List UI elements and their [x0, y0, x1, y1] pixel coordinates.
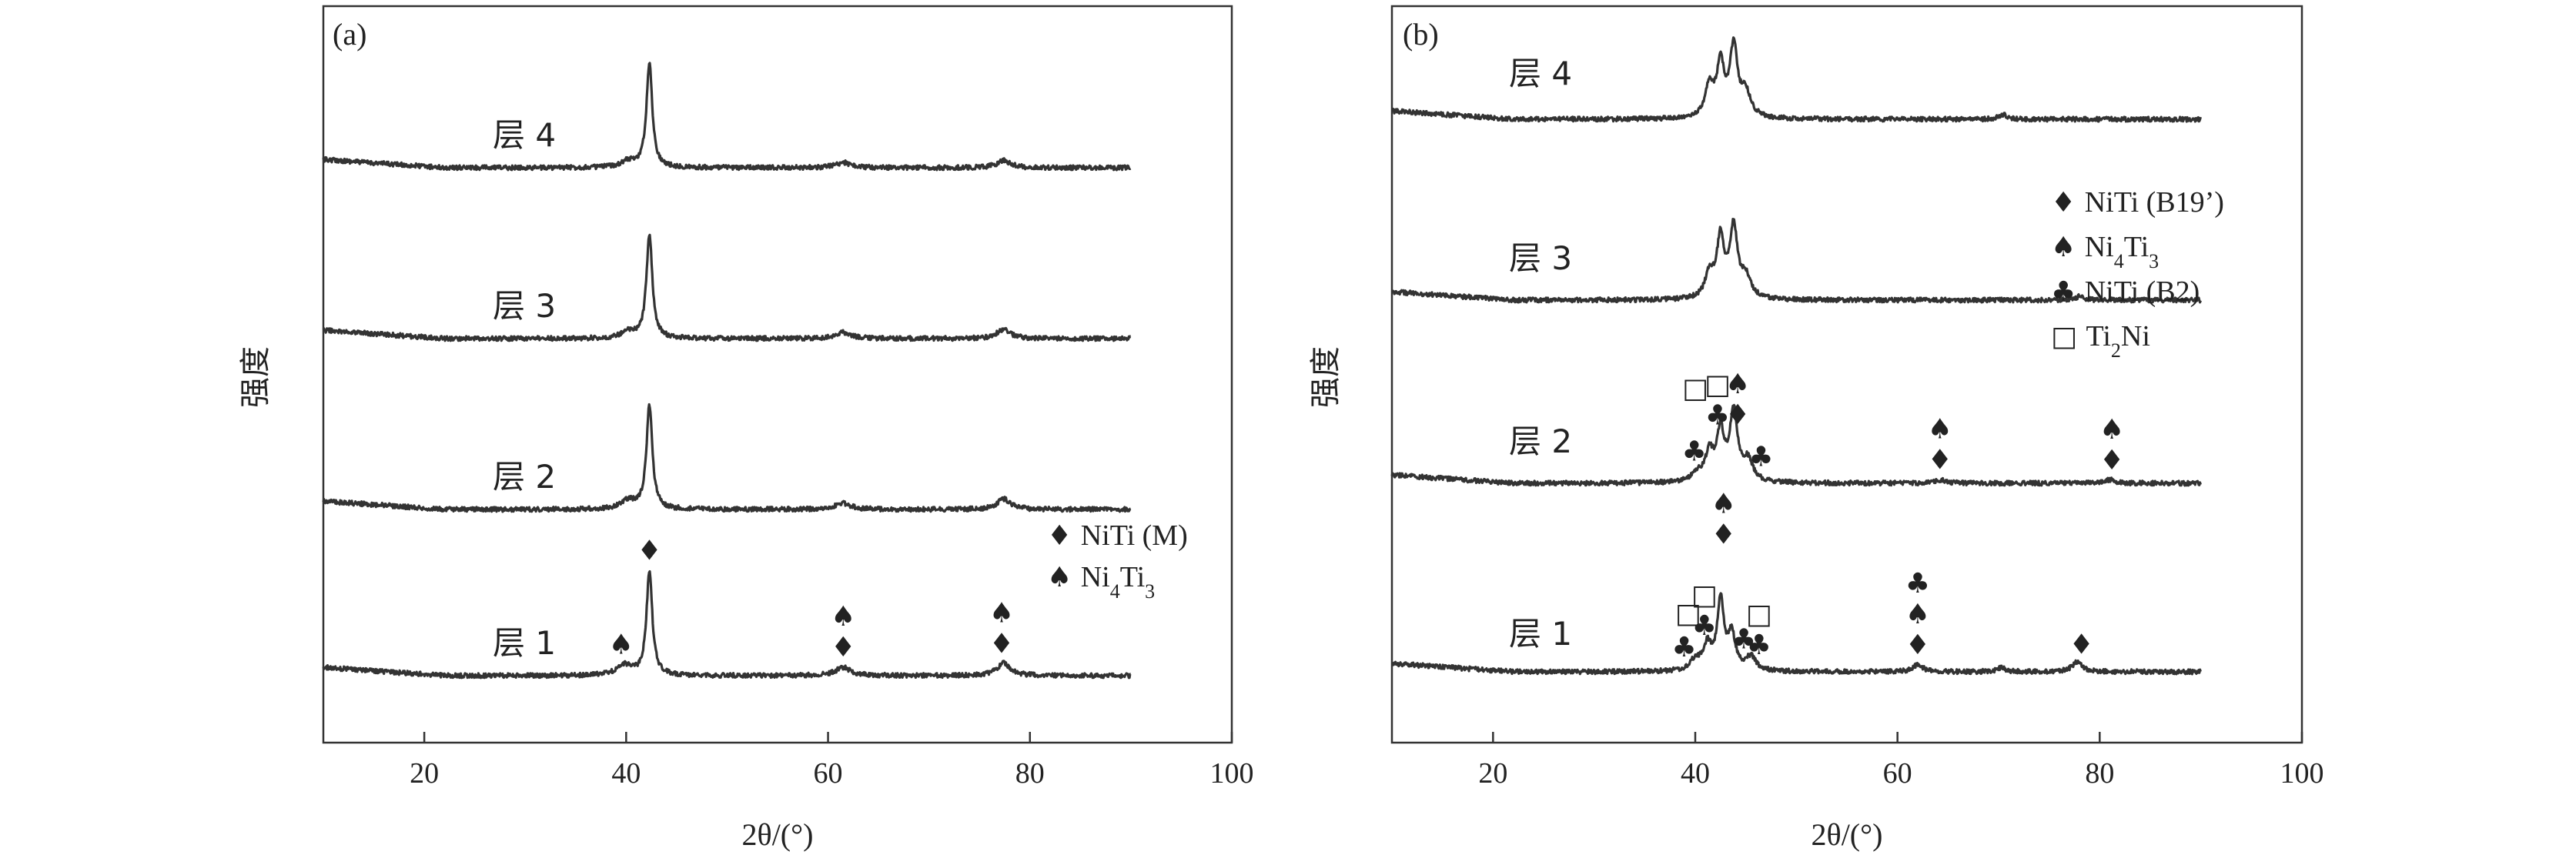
- x-axis-title: 2θ/(°): [742, 817, 814, 852]
- x-tick-label: 80: [1015, 757, 1045, 790]
- panel-label: (b): [1403, 17, 1439, 52]
- x-tick-label: 100: [2280, 757, 2324, 790]
- x-tick-label: 40: [611, 757, 641, 790]
- peak-marker: ♣: [1731, 623, 1756, 655]
- panel-a: 20 40 60 80 100(a)2θ/(°)强度层 4层 3层 2层 1 ♠♦♦♠♦♠…: [238, 5, 1254, 852]
- x-tick-label: 20: [410, 757, 439, 790]
- x-axis-title: 2θ/(°): [1812, 817, 1883, 852]
- xrd-trace: [322, 402, 1132, 513]
- peak-marker: ♠: [989, 598, 1014, 630]
- legend-entry: ♠ Ni4Ti3: [1047, 561, 1155, 603]
- peak-marker: ♦: [637, 535, 661, 566]
- peak-marker: ♣: [1692, 610, 1717, 642]
- xrd-trace: [322, 233, 1132, 342]
- xrd-trace: [1390, 218, 2202, 304]
- peak-marker: ♣: [1705, 400, 1730, 432]
- layer-label: 层 4: [1509, 55, 1572, 92]
- legend-entry: ♣ NiTi (B2): [2051, 276, 2200, 308]
- legend-entry: □ Ti2Ni: [2051, 320, 2150, 362]
- peak-marker: ♦: [1725, 399, 1750, 431]
- peak-marker: ♣: [1747, 630, 1771, 661]
- peak-marker: ♦: [1905, 630, 1930, 661]
- peak-marker: ♦: [989, 629, 1014, 660]
- x-tick-label: 20: [1478, 757, 1507, 790]
- plot-frame: [1390, 5, 2303, 744]
- peak-marker: ♠: [2099, 414, 2124, 446]
- peak-marker: ♦: [2069, 630, 2094, 661]
- xrd-trace: [1391, 592, 2202, 676]
- peak-marker: ♣: [1671, 632, 1696, 663]
- peak-marker: ♣: [1905, 568, 1930, 599]
- x-tick-label: 40: [1681, 757, 1710, 790]
- peak-marker: □: [1682, 373, 1708, 405]
- peak-marker: ♣: [1748, 442, 1773, 473]
- panel-b: 20 40 60 80 100(b)2θ/(°)强度层 4层 3层 2层 1♣□♣□♦♠…: [1308, 5, 2324, 852]
- layer-label: 层 4: [493, 116, 556, 154]
- xrd-trace: [1390, 403, 2202, 487]
- peak-marker: ♠: [831, 601, 855, 633]
- legend-entry: ♦ NiTi (B19’): [2051, 186, 2224, 219]
- x-tick-label: 100: [1210, 757, 1254, 790]
- peak-marker: □: [1675, 598, 1701, 630]
- xrd-trace: [1391, 36, 2202, 123]
- peak-marker: ♠: [1711, 488, 1736, 519]
- peak-marker: ♠: [1725, 369, 1750, 400]
- peak-marker: □: [1705, 369, 1731, 401]
- layer-label: 层 2: [1509, 422, 1572, 460]
- x-tick-label: 60: [1883, 757, 1912, 790]
- peak-marker: ♣: [1682, 436, 1707, 467]
- x-tick-label: 80: [2085, 757, 2114, 790]
- panel-label: (a): [333, 17, 366, 52]
- plot-frame: [322, 5, 1233, 744]
- peak-marker: □: [1691, 579, 1718, 611]
- xrd-trace: [322, 569, 1132, 680]
- xrd-trace: [322, 62, 1132, 172]
- legend-entry: ♠ Ni4Ti3: [2051, 231, 2159, 272]
- legend-entry: ♦ NiTi (M): [1047, 519, 1188, 552]
- y-axis-title: 强度: [238, 346, 273, 408]
- peak-marker: ♠: [1928, 413, 1952, 445]
- layer-label: 层 3: [1509, 239, 1572, 277]
- peak-marker: □: [1746, 599, 1772, 630]
- layer-label: 层 2: [493, 458, 556, 496]
- y-axis-title: 强度: [1308, 346, 1343, 408]
- peak-marker: ♦: [1928, 444, 1952, 476]
- x-tick-label: 60: [814, 757, 843, 790]
- layer-label: 层 1: [493, 624, 556, 662]
- peak-marker: ♠: [609, 630, 634, 661]
- peak-marker: ♦: [831, 632, 855, 663]
- peak-marker: ♦: [1711, 519, 1736, 550]
- peak-marker: ♦: [2099, 445, 2124, 476]
- peak-marker: ♠: [1905, 599, 1930, 630]
- layer-label: 层 1: [1509, 615, 1572, 653]
- layer-label: 层 3: [493, 287, 556, 325]
